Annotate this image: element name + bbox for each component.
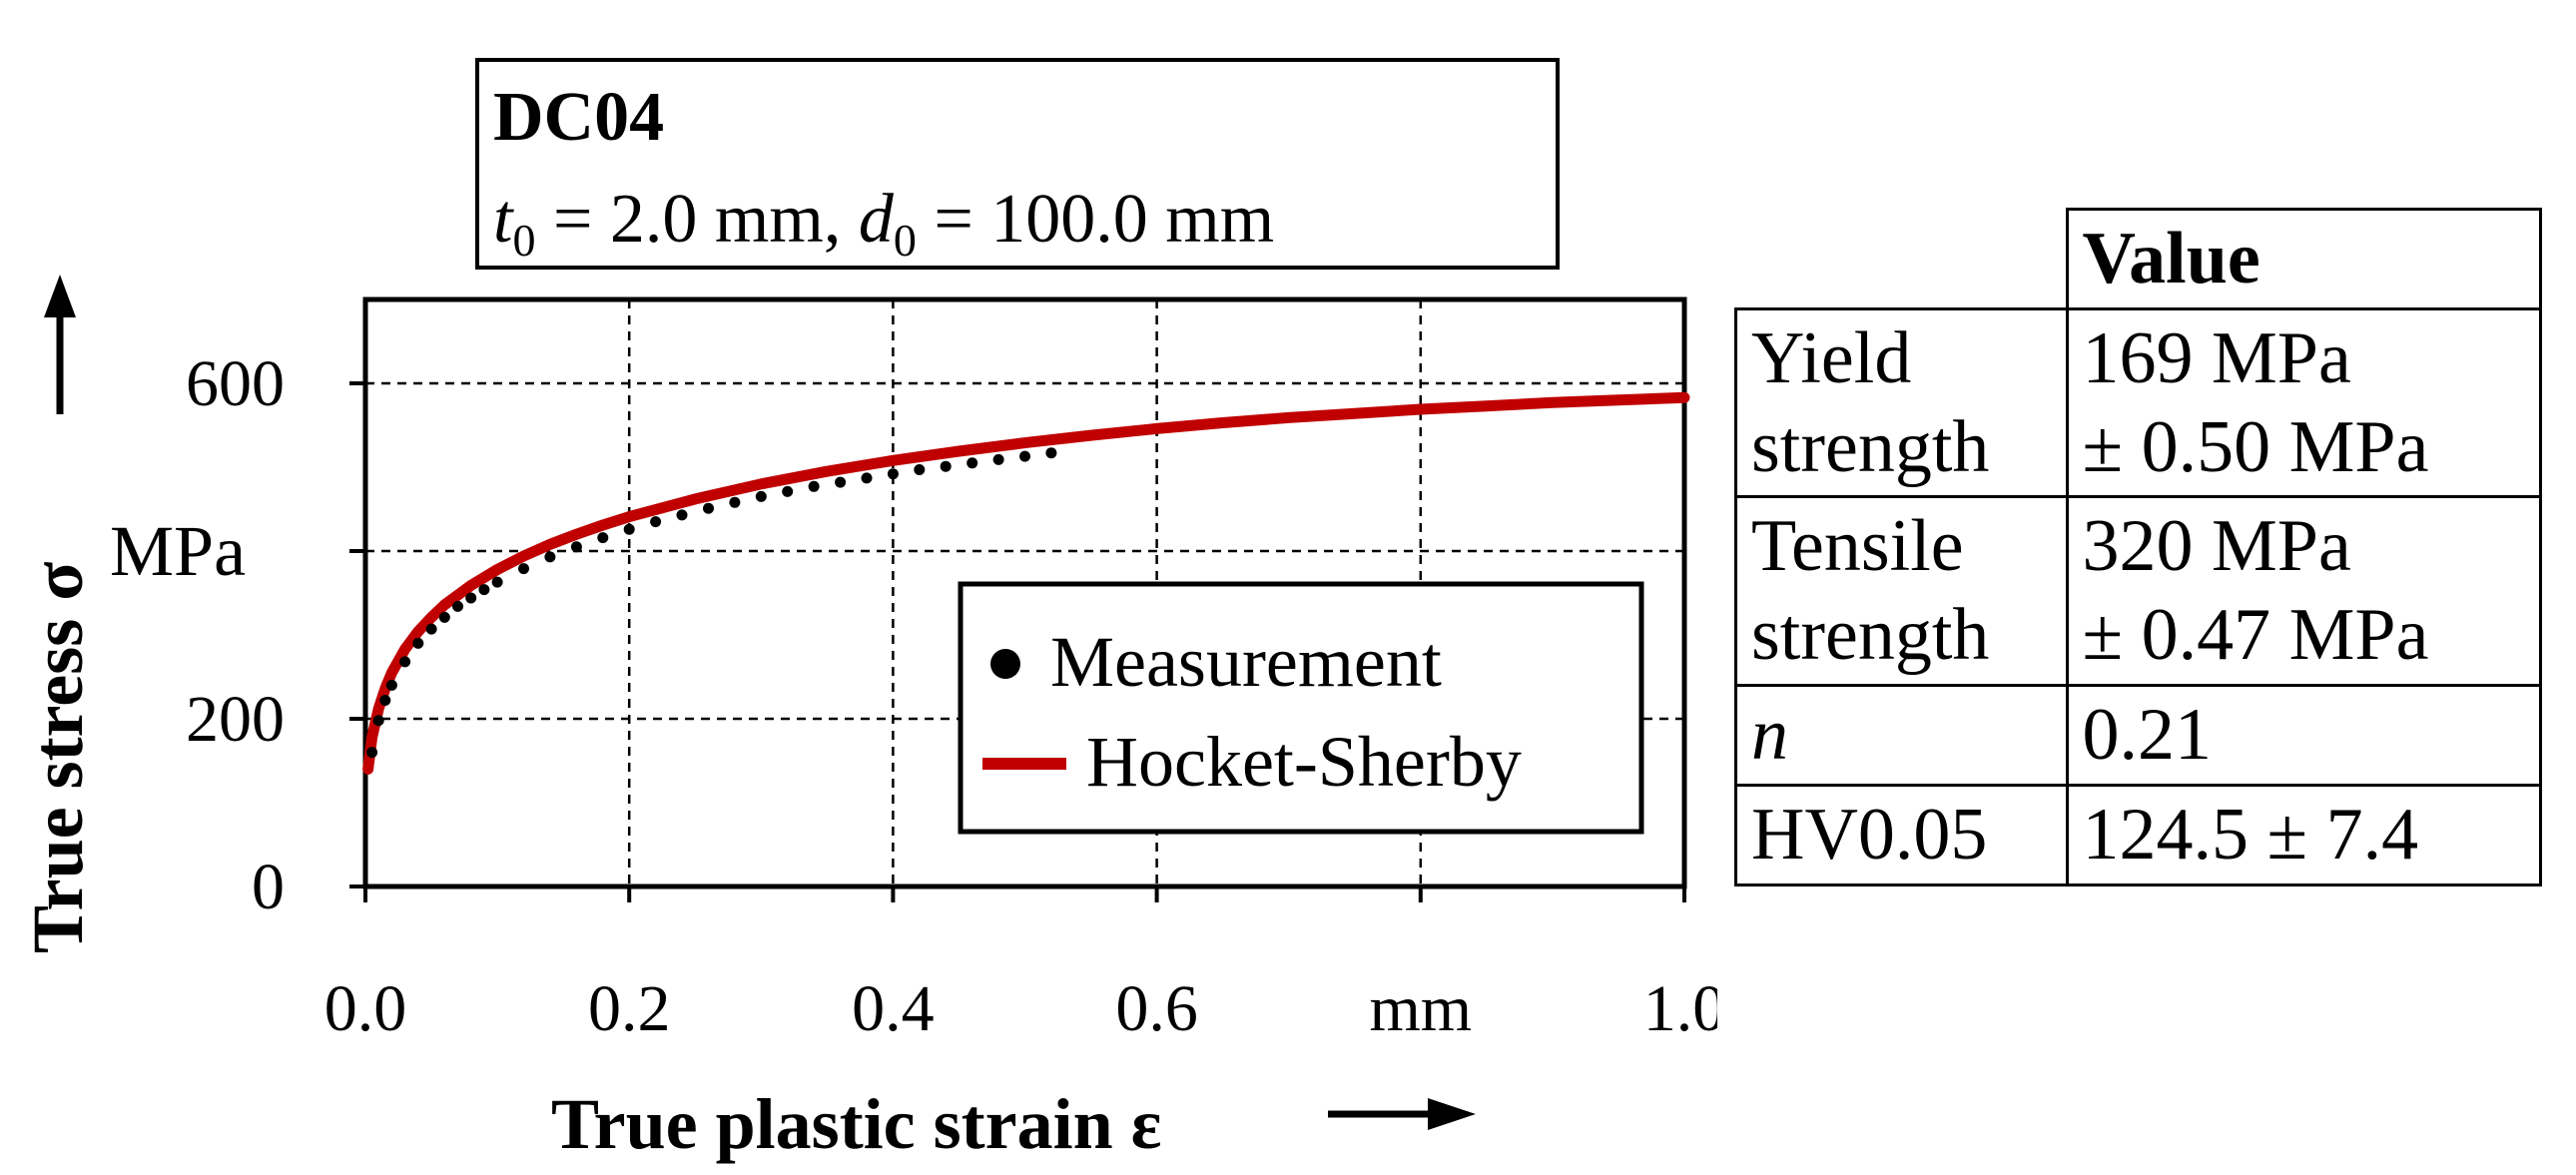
legend-box [958,581,1644,835]
data-point-measurement [623,523,635,535]
title-dimensions: t0 = 2.0 mm, d0 = 100.0 mm [493,181,1274,266]
data-point-measurement [518,563,529,575]
y-axis-label: True stress σ [18,562,98,953]
data-point-measurement [861,472,873,484]
data-point-measurement [914,464,926,475]
y-axis-label-group: True stress σ [18,275,98,953]
chart: DC04 t0 = 2.0 mm, d0 = 100.0 mm 0.0 0.2 0.… [18,58,1717,1164]
data-point-measurement [570,541,582,553]
series [362,391,1690,775]
data-point-measurement [412,637,424,649]
data-point-measurement [782,485,794,497]
data-point-measurement [992,453,1004,465]
y-tick-label: 600 [186,347,285,420]
x-tick-label: 1.0 [1643,972,1717,1045]
data-point-measurement [465,592,477,604]
data-point-measurement [755,490,767,502]
legend: Measurement Hocket-Sherby [958,581,1644,835]
series-line-hocket-sherby [362,391,1690,775]
data-point-measurement [835,476,847,488]
legend-marker-measurement-icon [990,649,1020,679]
data-point-measurement [887,468,899,480]
x-tick-label: mm [1369,972,1472,1045]
data-point-measurement [425,623,437,635]
data-point-measurement [1045,447,1057,459]
y-tick-label: 0 [252,851,285,923]
data-point-measurement [544,551,556,563]
row-value-hardness: 124.5 ± 7.4 [2065,783,2542,886]
data-point-measurement [478,584,490,596]
data-point-measurement [372,715,384,727]
row-value-n: 0.21 [2065,683,2542,787]
legend-label-hocket-sherby: Hocket-Sherby [1086,722,1522,802]
x-axis-arrowhead-icon [1428,1098,1476,1130]
data-point-measurement [966,457,978,469]
data-point-measurement [379,695,391,706]
x-tick-label: 0.2 [588,972,671,1045]
x-axis-label-group: True plastic strain ε [551,1084,1476,1164]
data-point-measurement [940,460,952,472]
data-point-measurement [703,502,714,514]
y-axis-arrowhead-icon [44,275,76,317]
table-header-blank [1735,209,2069,310]
row-label-tensile-strength: Tensile strength [1734,495,2069,687]
data-point-measurement [729,496,741,508]
data-point-measurement [808,480,820,492]
x-tick-label: 0.6 [1115,972,1198,1045]
data-point-measurement [438,611,450,623]
table-row: Tensile strength 320 MPa ± 0.47 MPa [1734,495,2542,687]
data-point-measurement [1019,450,1030,462]
y-tick-label: 200 [186,683,285,756]
table-header-row: Value [1735,208,2542,310]
y-axis-unit: MPa [110,511,246,591]
table-row: n 0.21 [1734,683,2542,787]
title-material: DC04 [493,79,664,156]
data-point-measurement [597,532,609,544]
row-value-yield-strength: 169 MPa ± 0.50 MPa [2065,306,2542,499]
data-point-measurement [676,509,688,521]
legend-label-measurement: Measurement [1050,622,1442,702]
x-tick-label: 0.0 [324,972,407,1045]
data-point-measurement [491,576,503,588]
axes [349,296,1687,902]
row-label-n: n [1734,683,2069,787]
data-point-measurement [452,600,463,612]
table-row: HV0.05 124.5 ± 7.4 [1734,783,2542,886]
data-point-measurement [650,516,662,528]
properties-table: Value Yield strength 169 MPa ± 0.50 MPa Te… [1734,208,2542,886]
data-point-measurement [399,656,411,668]
row-value-tensile-strength: 320 MPa ± 0.47 MPa [2065,495,2542,687]
tick-labels: 0.0 0.2 0.4 0.6 mm 1.0 0 200 600 [186,347,1717,1045]
x-axis-label: True plastic strain ε [551,1084,1161,1164]
data-point-measurement [366,747,378,759]
x-tick-label: 0.4 [852,972,935,1045]
plot-frame [362,296,1687,889]
table-row: Yield strength 169 MPa ± 0.50 MPa [1734,306,2542,499]
row-label-yield-strength: Yield strength [1734,306,2069,499]
table-header-value: Value [2065,208,2542,310]
data-point-measurement [385,679,397,691]
row-label-hardness: HV0.05 [1734,783,2069,886]
title-box [475,58,1560,270]
